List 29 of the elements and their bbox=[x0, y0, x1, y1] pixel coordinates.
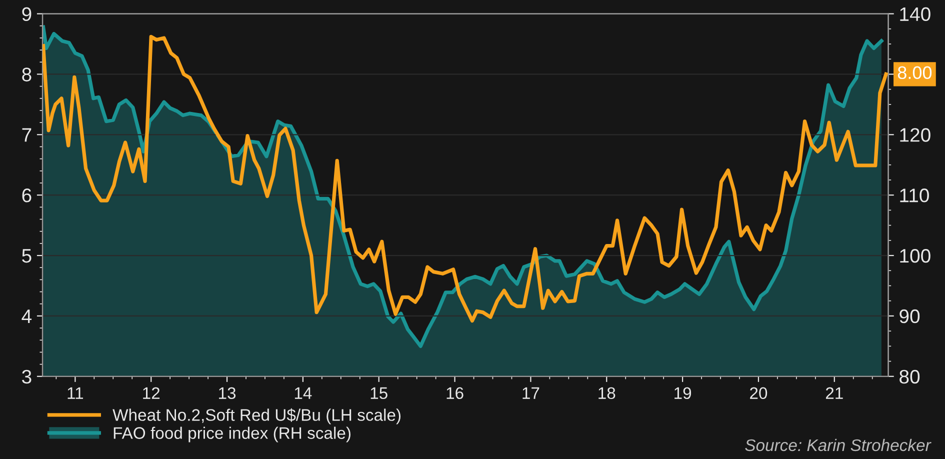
y-tick-label: 7 bbox=[22, 128, 32, 142]
y-tick-label: 4 bbox=[22, 310, 32, 323]
x-tick-label: 18 bbox=[598, 387, 616, 400]
annotation: 8.00 bbox=[898, 66, 932, 80]
x-tick-label: 14 bbox=[294, 387, 312, 399]
y2-tick-label: 120 bbox=[900, 128, 930, 142]
x-tick-label: 16 bbox=[446, 387, 464, 400]
y-tick-label: 9 bbox=[22, 7, 32, 22]
y2-tick-label: 90 bbox=[900, 309, 920, 324]
line-series bbox=[42, 34, 888, 323]
legend-label: Wheat No.2,Soft Red U$/Bu (LH scale) bbox=[112, 408, 401, 424]
x-tick-label: 19 bbox=[674, 387, 692, 400]
y2-tick-label: 100 bbox=[900, 248, 930, 263]
x-tick-label: 11 bbox=[68, 387, 84, 399]
x-tick-label: 17 bbox=[522, 387, 540, 399]
y-tick-label: 6 bbox=[22, 188, 32, 202]
y2-tick-label: 140 bbox=[900, 7, 930, 22]
x-tick-label: 13 bbox=[219, 387, 236, 400]
source-note: Source: Karin Strohecker bbox=[745, 438, 932, 452]
y-tick-label: 3 bbox=[22, 370, 32, 384]
y-tick-label: 8 bbox=[22, 68, 32, 82]
y2-tick-label: 80 bbox=[900, 370, 920, 384]
y2-tick-label: 110 bbox=[900, 188, 929, 202]
legend-label: FAO food price index (RH scale) bbox=[114, 426, 350, 442]
x-tick-label: 21 bbox=[826, 387, 843, 399]
x-tick-label: 20 bbox=[750, 387, 768, 400]
y-tick-label: 5 bbox=[22, 249, 32, 263]
x-tick-label: 15 bbox=[370, 387, 388, 400]
x-tick-label: 12 bbox=[143, 387, 160, 399]
